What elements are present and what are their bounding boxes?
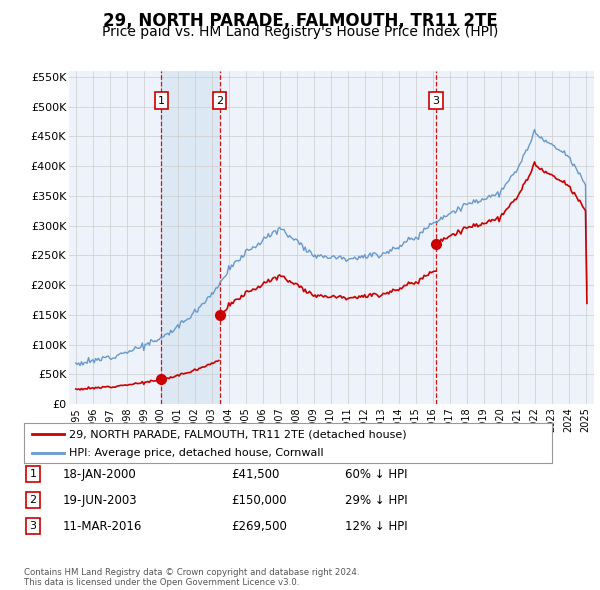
Text: 1: 1 — [158, 96, 165, 106]
Text: 18-JAN-2000: 18-JAN-2000 — [63, 468, 137, 481]
Text: 29, NORTH PARADE, FALMOUTH, TR11 2TE (detached house): 29, NORTH PARADE, FALMOUTH, TR11 2TE (de… — [69, 430, 407, 440]
Text: 3: 3 — [29, 522, 37, 531]
Text: £269,500: £269,500 — [231, 520, 287, 533]
Text: £150,000: £150,000 — [231, 494, 287, 507]
Text: 29% ↓ HPI: 29% ↓ HPI — [345, 494, 407, 507]
Text: 12% ↓ HPI: 12% ↓ HPI — [345, 520, 407, 533]
Text: 11-MAR-2016: 11-MAR-2016 — [63, 520, 142, 533]
Text: 2: 2 — [216, 96, 223, 106]
Text: Contains HM Land Registry data © Crown copyright and database right 2024.
This d: Contains HM Land Registry data © Crown c… — [24, 568, 359, 587]
Text: 29, NORTH PARADE, FALMOUTH, TR11 2TE: 29, NORTH PARADE, FALMOUTH, TR11 2TE — [103, 12, 497, 30]
Text: 19-JUN-2003: 19-JUN-2003 — [63, 494, 137, 507]
Text: 2: 2 — [29, 496, 37, 505]
Bar — [161, 71, 220, 404]
Text: 60% ↓ HPI: 60% ↓ HPI — [345, 468, 407, 481]
Text: Price paid vs. HM Land Registry's House Price Index (HPI): Price paid vs. HM Land Registry's House … — [102, 25, 498, 40]
Text: 1: 1 — [29, 470, 37, 479]
Text: £41,500: £41,500 — [231, 468, 280, 481]
Text: 3: 3 — [433, 96, 439, 106]
Text: HPI: Average price, detached house, Cornwall: HPI: Average price, detached house, Corn… — [69, 448, 323, 458]
